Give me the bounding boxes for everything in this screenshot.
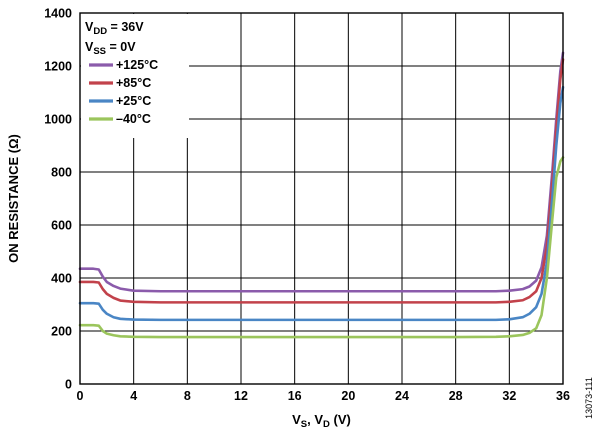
plot-frame bbox=[79, 12, 564, 385]
condition-vdd: VDD = 36V bbox=[85, 20, 144, 37]
legend-entries: +125°C +85°C +25°C –40°C bbox=[89, 58, 158, 126]
x-tick-label: 28 bbox=[449, 389, 463, 403]
x-tick-label: 20 bbox=[341, 389, 355, 403]
series-line bbox=[78, 85, 565, 322]
series-line bbox=[78, 58, 565, 304]
y-tick-labels: 0 200 400 600 800 1000 1200 1400 bbox=[44, 7, 72, 392]
legend-label: +85°C bbox=[116, 76, 151, 90]
cond-vss-main: V bbox=[85, 40, 94, 54]
series-layer bbox=[78, 51, 565, 339]
x-axis-label-main: V bbox=[292, 412, 301, 427]
x-tick-labels: 0 4 8 12 16 20 24 28 32 36 bbox=[77, 389, 570, 403]
x-axis-label-mid: , V bbox=[307, 412, 323, 427]
x-axis-label-sub2: D bbox=[323, 419, 330, 430]
legend-background bbox=[81, 14, 189, 138]
x-tick-label: 36 bbox=[556, 389, 570, 403]
legend-label: –40°C bbox=[116, 112, 151, 126]
y-tick-label: 1200 bbox=[44, 60, 72, 74]
condition-vss: VSS = 0V bbox=[85, 40, 136, 57]
y-axis-label: ON RESISTANCE (Ω) bbox=[6, 134, 21, 263]
x-axis-label: VS, VD (V) bbox=[292, 412, 351, 430]
x-tick-label: 32 bbox=[502, 389, 516, 403]
y-tick-label: 400 bbox=[51, 272, 72, 286]
figure-id: 13073-111 bbox=[584, 377, 594, 419]
y-tick-label: 600 bbox=[51, 219, 72, 233]
x-tick-label: 16 bbox=[288, 389, 302, 403]
x-tick-label: 12 bbox=[234, 389, 248, 403]
series-line bbox=[78, 156, 565, 339]
y-tick-label: 800 bbox=[51, 166, 72, 180]
x-tick-label: 0 bbox=[77, 389, 84, 403]
grid bbox=[80, 13, 563, 384]
x-tick-label: 4 bbox=[130, 389, 137, 403]
cond-vdd-main: V bbox=[85, 20, 94, 34]
x-tick-label: 24 bbox=[395, 389, 409, 403]
cond-vss-tail: = 0V bbox=[106, 40, 136, 54]
cond-vss-sub: SS bbox=[93, 46, 106, 57]
y-tick-label: 200 bbox=[51, 325, 72, 339]
x-tick-label: 8 bbox=[184, 389, 191, 403]
x-axis-label-tail: (V) bbox=[330, 412, 351, 427]
legend-label: +125°C bbox=[116, 58, 158, 72]
y-tick-label: 1400 bbox=[44, 7, 72, 21]
legend-label: +25°C bbox=[116, 94, 151, 108]
cond-vdd-sub: DD bbox=[93, 26, 107, 37]
legend: VDD = 36V VSS = 0V +125°C+85°C+25°C–40°C bbox=[81, 14, 189, 138]
y-tick-label: 1000 bbox=[44, 113, 72, 127]
x-axis-label-sub1: S bbox=[301, 419, 307, 430]
cond-vdd-tail: = 36V bbox=[107, 20, 144, 34]
y-tick-label: 0 bbox=[65, 378, 72, 392]
